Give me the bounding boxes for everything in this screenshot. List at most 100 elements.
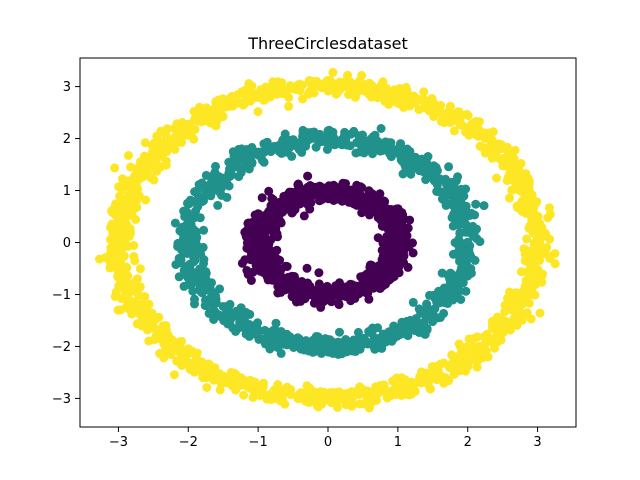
data-point (461, 248, 471, 258)
data-point (152, 131, 162, 141)
data-point (256, 384, 266, 394)
data-point (211, 97, 221, 107)
data-point (460, 356, 470, 366)
data-point (279, 191, 289, 201)
data-point (388, 376, 398, 386)
data-point (243, 382, 253, 391)
data-point (260, 226, 270, 236)
data-point (306, 78, 316, 88)
data-point (332, 396, 342, 406)
data-point (396, 85, 406, 95)
data-point (180, 212, 190, 222)
data-point (303, 171, 313, 181)
data-point (278, 84, 288, 94)
data-point (379, 380, 389, 390)
data-point (380, 197, 390, 207)
data-point (528, 228, 538, 238)
data-point (243, 154, 253, 164)
data-point (273, 201, 283, 211)
data-point (436, 117, 446, 126)
data-point (237, 258, 247, 268)
data-point (335, 186, 345, 196)
data-point (394, 383, 404, 393)
data-point (273, 274, 283, 284)
data-point (284, 101, 294, 111)
data-point (507, 293, 517, 302)
data-point (213, 200, 223, 210)
data-point (517, 207, 527, 216)
x-tick-label: −2 (179, 435, 198, 450)
data-point (226, 367, 236, 377)
data-point (391, 204, 401, 214)
data-point (398, 319, 408, 329)
data-point (128, 280, 138, 290)
data-point (323, 393, 333, 403)
data-point (355, 76, 364, 86)
data-point (163, 134, 173, 144)
data-point (316, 387, 326, 397)
data-point (359, 337, 369, 346)
data-point (358, 136, 368, 146)
data-point (512, 163, 522, 173)
data-point (143, 315, 153, 325)
data-point (114, 269, 124, 279)
data-point (143, 165, 153, 175)
data-point (397, 149, 407, 158)
data-point (276, 218, 286, 228)
data-point (527, 286, 537, 296)
data-point (192, 186, 202, 196)
data-point (316, 289, 326, 299)
data-point (225, 311, 234, 321)
plot-area-frame (79, 57, 577, 428)
data-point (464, 334, 474, 344)
data-point (135, 264, 145, 274)
data-point (192, 348, 202, 358)
data-point (259, 157, 269, 167)
data-point (215, 284, 225, 294)
data-point (437, 175, 447, 185)
data-point (105, 263, 115, 273)
data-point (342, 74, 352, 84)
data-point (405, 150, 415, 159)
data-point (443, 298, 452, 307)
data-point (124, 231, 134, 241)
data-point (239, 390, 249, 400)
ring-class-0 (237, 171, 418, 312)
data-point (167, 343, 177, 353)
data-point (140, 138, 150, 148)
data-point (189, 107, 199, 116)
data-point (259, 218, 269, 228)
data-point (109, 203, 119, 213)
data-point (117, 185, 127, 195)
data-point (441, 373, 451, 383)
data-point (500, 307, 510, 317)
data-point (347, 86, 357, 96)
data-point (259, 268, 269, 278)
y-tick-label: −1 (52, 288, 71, 303)
data-point (204, 308, 214, 318)
data-point (135, 282, 145, 292)
data-point (192, 241, 202, 251)
data-point (177, 118, 187, 127)
data-point (544, 203, 554, 213)
data-point (184, 361, 194, 371)
data-point (444, 288, 454, 298)
data-point (427, 96, 437, 106)
data-point (453, 114, 463, 124)
data-point (268, 208, 278, 218)
data-point (175, 348, 185, 358)
data-point (359, 86, 369, 95)
x-tick-label: −3 (109, 435, 128, 450)
data-point (299, 211, 309, 221)
data-point (302, 263, 312, 273)
data-point (357, 384, 367, 394)
data-point (234, 172, 244, 182)
data-point (526, 314, 536, 324)
data-point (500, 156, 510, 166)
data-point (471, 348, 481, 358)
data-point (279, 134, 289, 144)
data-point (138, 172, 148, 182)
data-point (366, 191, 375, 201)
data-point (141, 195, 151, 205)
data-point (449, 181, 459, 191)
